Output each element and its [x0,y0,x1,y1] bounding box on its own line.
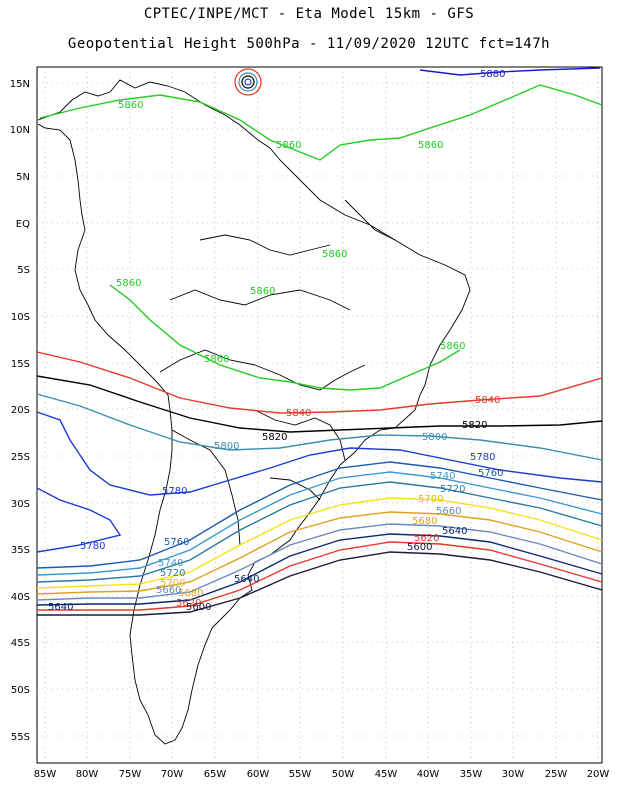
label-5660-b: 5660 [156,585,181,596]
label-5860-h: 5860 [440,341,465,352]
label-5720-b: 5720 [160,568,185,579]
lat-label: 45S [11,638,30,649]
label-5860-c: 5860 [418,140,443,151]
contour-5620 [37,541,603,611]
label-5640-c: 5640 [48,602,73,613]
lat-label: 15S [11,359,30,370]
border-7 [269,477,321,501]
lat-label: 5S [17,265,30,276]
contour-5680 [36,511,603,595]
label-5840-a: 5840 [475,395,500,406]
label-5800-a: 5800 [422,432,447,443]
border-5 [171,429,241,546]
lat-label: 5N [16,172,30,183]
contour-5780-loop [36,487,122,553]
label-5740-b: 5740 [158,558,183,569]
label-5860-a: 5860 [118,100,143,111]
border-4 [254,409,346,461]
label-5840-b: 5840 [286,408,311,419]
contour-5840 [36,351,603,414]
label-5780-a: 5780 [470,452,495,463]
label-5640-a: 5640 [442,526,467,537]
lat-label: 10N [10,125,30,136]
lon-label: 80W [76,769,99,780]
lat-label: 25S [11,452,30,463]
cyclone-center [234,68,262,96]
label-5860-f: 5860 [250,286,275,297]
contour-5660 [36,523,603,601]
label-5620-b: 5620 [176,598,201,609]
lat-label: 40S [11,592,30,603]
lon-label: 45W [375,769,398,780]
label-5880: 5880 [480,69,505,80]
lon-label: 40W [417,769,440,780]
contour-5860-interior [109,284,461,391]
lat-label: 55S [11,732,30,743]
border-2 [169,289,351,311]
contour-5600 [37,551,603,616]
lat-label: 20S [11,405,30,416]
title-line-2: Geopotential Height 500hPa - 11/09/2020 … [67,36,551,52]
label-5700-a: 5700 [418,494,443,505]
label-5800-b: 5800 [214,441,239,452]
contour-5760 [36,461,603,569]
border-6 [344,199,396,241]
label-5660-a: 5660 [436,506,461,517]
lon-label: 60W [247,769,270,780]
lon-label: 35W [460,769,483,780]
lon-label: 75W [119,769,142,780]
lat-label: 30S [11,499,30,510]
lon-label: 50W [332,769,355,780]
label-5740-a: 5740 [430,471,455,482]
lon-label: 70W [161,769,184,780]
contour-5820 [36,375,603,433]
contour-5740 [36,471,603,576]
label-5820-b: 5820 [262,432,287,443]
south-america-outline [37,79,471,745]
label-5760-a: 5760 [478,468,503,479]
contour-5700 [36,497,603,589]
label-5860-e: 5860 [116,278,141,289]
label-5860-g: 5860 [204,354,229,365]
lon-label: 85W [34,769,57,780]
border-3 [199,234,331,256]
coastlines [37,79,471,745]
map-frame [36,66,603,764]
contour-5880 [419,67,601,76]
lat-label: 10S [11,312,30,323]
contour-5640 [36,533,603,606]
label-5820-a: 5820 [462,420,487,431]
label-5780-c: 5780 [80,541,105,552]
lat-label: 15N [10,79,30,90]
label-5700-b: 5700 [160,578,185,589]
title-line-1: CPTEC/INPE/MCT - Eta Model 15km - GFS [143,6,475,22]
label-5680-a: 5680 [412,516,437,527]
lat-label: 50S [11,685,30,696]
label-5600-b: 5600 [186,602,211,613]
contour-5800 [36,393,603,461]
label-5680-b: 5680 [178,588,203,599]
contour-5720 [36,481,603,583]
label-5860-b: 5860 [276,140,301,151]
graticule [37,67,602,763]
contour-5780 [36,411,603,496]
lat-label: 35S [11,545,30,556]
label-5760-b: 5760 [164,537,189,548]
lon-label: 25W [545,769,568,780]
lon-label: 65W [204,769,227,780]
label-5720-a: 5720 [440,484,465,495]
label-5780-b: 5780 [162,486,187,497]
lon-label: 30W [502,769,525,780]
label-5640-b: 5640 [234,574,259,585]
contour-5860-north [39,84,603,161]
lon-label: 20W [587,769,610,780]
label-5860-d: 5860 [322,249,347,260]
label-5600-a: 5600 [407,542,432,553]
lat-label: EQ [16,219,30,230]
lon-label: 55W [289,769,312,780]
label-5620-a: 5620 [414,533,439,544]
